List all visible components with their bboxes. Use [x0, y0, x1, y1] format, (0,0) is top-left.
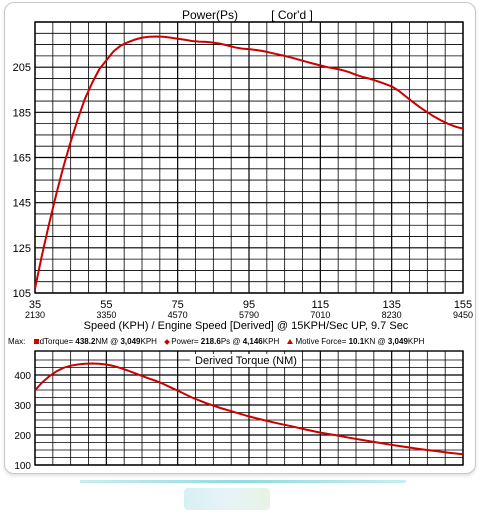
- x-tick-label: 75: [172, 299, 184, 311]
- x-tick-label: 115: [312, 299, 330, 311]
- torque-title-background: [190, 354, 302, 367]
- torque-max-speed: 3,049: [120, 337, 141, 346]
- x-secondary-tick-label: 7010: [310, 310, 330, 320]
- force-max-speed: 3,049: [387, 337, 408, 346]
- plot-border: [34, 350, 464, 466]
- y-tick-label: 165: [13, 153, 31, 165]
- x-secondary-tick-label: 3350: [96, 310, 116, 320]
- force-prefix: Motive Force=: [295, 337, 347, 346]
- x-tick-label: 155: [454, 299, 472, 311]
- torque-prefix: dTorque=: [39, 337, 74, 346]
- footer-accent-bar: [80, 480, 406, 483]
- force-marker-icon: [287, 339, 294, 345]
- power-chart: Power(Ps) [ Cor'd ] Speed (KPH) / Engine…: [13, 8, 473, 332]
- power-speed-unit: KPH: [262, 337, 280, 346]
- x-tick-label: 55: [100, 299, 112, 311]
- y-tick-label: 185: [13, 107, 31, 119]
- y-tick-label: 300: [14, 401, 31, 412]
- y-tick-label: 205: [13, 62, 31, 74]
- power-max-speed: 4,146: [242, 337, 263, 346]
- chart-frame: [4, 2, 476, 474]
- power-chart-title: Power(Ps): [182, 8, 238, 22]
- force-speed-unit: KPH: [407, 337, 425, 346]
- power-max-value: 218.6: [200, 337, 221, 346]
- x-secondary-tick-label: 5790: [239, 310, 259, 320]
- y-tick-label: 400: [14, 371, 31, 382]
- y-tick-label: 105: [13, 288, 31, 300]
- torque-speed-unit: KPH: [140, 337, 157, 346]
- x-axis-label: Speed (KPH) / Engine Speed [Derived] @ 1…: [84, 320, 409, 332]
- power-chart-subtitle: [ Cor'd ]: [271, 8, 313, 22]
- force-unit: KN @: [364, 337, 386, 346]
- power-curve: [34, 35, 464, 289]
- y-tick-label: 100: [14, 461, 31, 472]
- torque-chart-title: Derived Torque (NM): [195, 355, 297, 367]
- max-label: Max:: [8, 337, 26, 346]
- torque-marker-icon: [33, 339, 39, 345]
- x-tick-label: 135: [382, 299, 400, 311]
- y-tick-label: 125: [13, 243, 31, 255]
- torque-curve: [34, 362, 464, 456]
- x-secondary-tick-label: 8230: [382, 310, 402, 320]
- force-max-value: 10.1: [348, 337, 365, 346]
- x-secondary-tick-label: 2130: [25, 310, 45, 320]
- x-tick-label: 95: [243, 299, 255, 311]
- torque-max-value: 438.2: [75, 337, 96, 346]
- plot-border: [34, 21, 464, 294]
- torque-chart: 100 200 300 400 Derived Torque (NM): [14, 350, 464, 472]
- x-secondary-tick-label: 4570: [168, 310, 188, 320]
- y-tick-label: 145: [13, 198, 31, 210]
- x-secondary-tick-label: 9450: [453, 310, 473, 320]
- x-tick-label: 35: [29, 299, 41, 311]
- y-tick-label: 200: [14, 431, 31, 442]
- power-unit: Ps @: [220, 337, 241, 346]
- torque-unit: NM @: [95, 337, 119, 346]
- brand-logo: [184, 488, 270, 510]
- power-prefix: Power=: [171, 337, 199, 346]
- max-values-row: Max: dTorque= 438.2NM @ 3,049KPH Power= …: [8, 335, 470, 349]
